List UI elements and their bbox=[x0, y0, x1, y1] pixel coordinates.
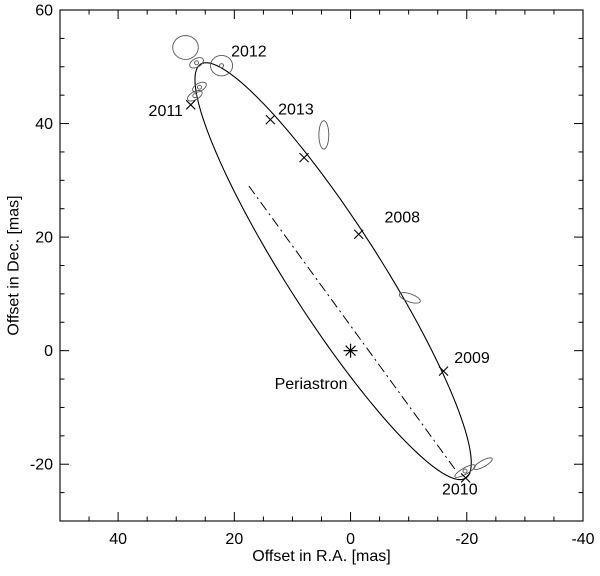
measurement-dot-3 bbox=[197, 84, 202, 90]
x-tick-label-0: 0 bbox=[346, 531, 355, 548]
x-axis-title: Offset in R.A. [mas] bbox=[252, 548, 391, 565]
x-tick-label--20: -20 bbox=[455, 531, 478, 548]
tick-labels-group: 40 20 0 -20 -40 -20 0 20 40 60 bbox=[30, 3, 595, 549]
error-ellipse-8 bbox=[473, 457, 493, 470]
primary-star-marker bbox=[343, 343, 358, 358]
epochs-group: 2008 2009 2010 2011 2012 2013 bbox=[149, 43, 490, 498]
epoch-marker-2009 bbox=[438, 366, 449, 376]
epoch-marker-2008 bbox=[353, 229, 364, 240]
epoch-label-2011: 2011 bbox=[149, 103, 184, 120]
measurement-dot-1 bbox=[219, 63, 224, 69]
x-tick-label-40: 40 bbox=[109, 531, 127, 548]
epoch-label-2013: 2013 bbox=[278, 101, 314, 118]
epoch-label-2010: 2010 bbox=[442, 482, 478, 499]
measurement-dot-4 bbox=[192, 93, 198, 99]
y-tick-label-60: 60 bbox=[35, 3, 53, 20]
error-ellipse-4 bbox=[187, 90, 203, 102]
measurement-dot-7 bbox=[462, 468, 468, 474]
y-axis-title: Offset in Dec. [mas] bbox=[5, 195, 23, 336]
error-ellipse-1 bbox=[210, 54, 234, 77]
asterisk-arm bbox=[345, 345, 356, 357]
y-tick-label--20: -20 bbox=[30, 457, 53, 474]
error-ellipse-2 bbox=[189, 57, 204, 69]
y-tick-label-40: 40 bbox=[35, 116, 53, 133]
epoch-label-2009: 2009 bbox=[454, 350, 490, 367]
epoch-marker-2010 bbox=[460, 472, 471, 483]
epoch-marker-2013 bbox=[265, 114, 276, 125]
ticks-group bbox=[60, 9, 584, 521]
epoch-label-2008: 2008 bbox=[384, 210, 420, 227]
x-tick-label--40: -40 bbox=[571, 531, 594, 548]
error-ellipse-6 bbox=[398, 292, 421, 304]
annotation-0: Periastron bbox=[275, 376, 348, 393]
y-tick-label-0: 0 bbox=[44, 343, 53, 360]
error-ellipse-3 bbox=[192, 81, 207, 93]
plot-frame bbox=[59, 9, 584, 522]
epoch-label-2012: 2012 bbox=[231, 43, 267, 60]
x-tick-label-20: 20 bbox=[225, 531, 243, 548]
measurement-dot-2 bbox=[194, 60, 200, 66]
epoch-marker-2011 bbox=[185, 99, 196, 110]
measurements-group bbox=[172, 35, 493, 478]
error-ellipse-0 bbox=[172, 35, 199, 60]
epoch-marker-untagged bbox=[299, 152, 309, 163]
y-tick-label-20: 20 bbox=[35, 230, 53, 247]
error-ellipse-5 bbox=[318, 120, 330, 150]
